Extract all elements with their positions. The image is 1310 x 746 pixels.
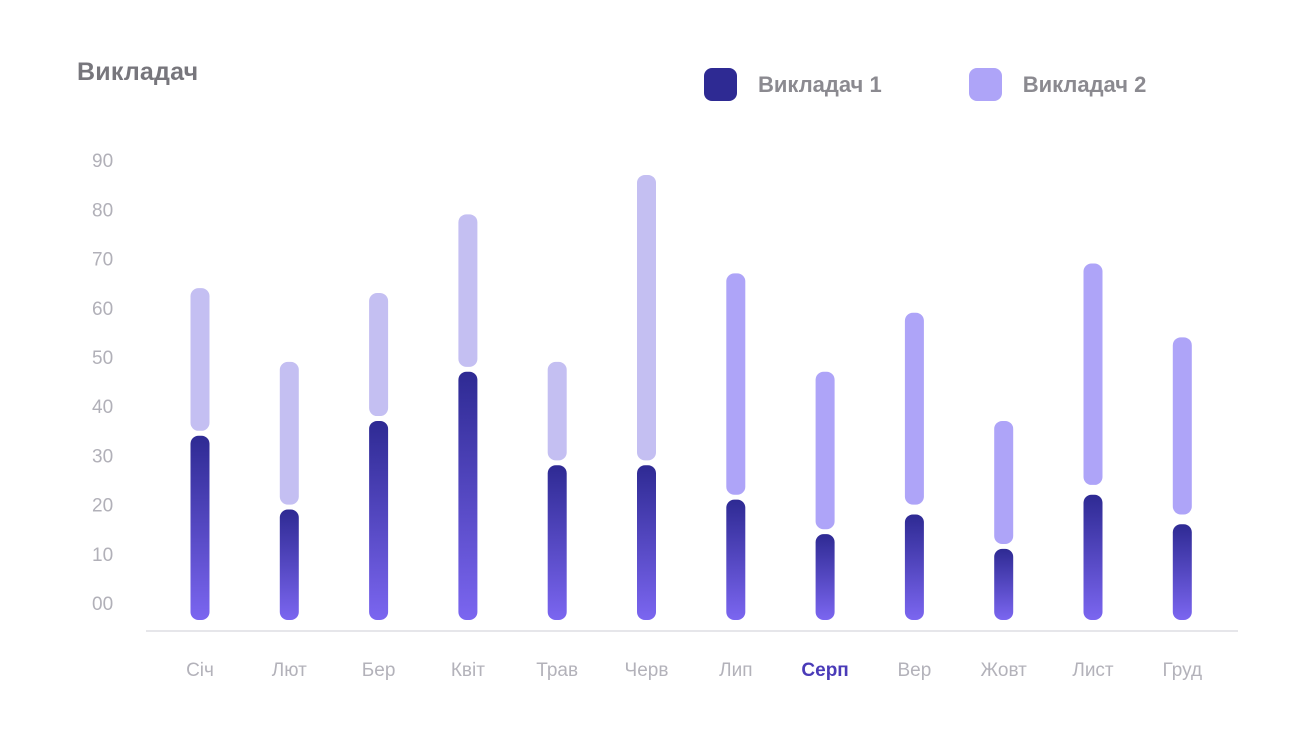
legend-label-series-1: Викладач 1 bbox=[758, 71, 882, 97]
legend-swatch-series-2 bbox=[968, 68, 1002, 101]
x-tick-label: Бер bbox=[362, 660, 396, 681]
bar-series-2 bbox=[637, 174, 656, 461]
y-tick-label: 00 bbox=[92, 594, 113, 615]
bar-series-2 bbox=[1083, 263, 1103, 485]
x-tick-label: Трав bbox=[536, 660, 578, 681]
x-tick-label: Лют bbox=[272, 660, 307, 681]
x-tick-label: Черв bbox=[625, 660, 669, 681]
x-tick-label: Вер bbox=[897, 660, 931, 681]
bar-series-2 bbox=[994, 420, 1014, 544]
bars bbox=[190, 174, 1192, 620]
x-tick-label: Серп bbox=[801, 660, 848, 681]
bar-series-1 bbox=[458, 371, 478, 620]
y-tick-label: 80 bbox=[92, 200, 113, 221]
x-tick-label: Січ bbox=[186, 660, 214, 681]
bar-series-1 bbox=[815, 534, 835, 620]
bar-series-1 bbox=[190, 435, 210, 620]
x-tick-label: Лист bbox=[1072, 660, 1114, 681]
legend-swatch-series-1 bbox=[704, 68, 737, 101]
y-tick-label: 90 bbox=[92, 151, 113, 172]
x-tick-label: Жовт bbox=[981, 660, 1028, 681]
y-axis: 00 10 20 30 40 50 60 70 80 90 bbox=[92, 151, 113, 615]
y-tick-label: 70 bbox=[92, 250, 113, 271]
bar-series-2 bbox=[190, 288, 210, 431]
x-tick-label: Груд bbox=[1163, 660, 1203, 681]
y-tick-label: 40 bbox=[92, 397, 113, 418]
y-tick-label: 20 bbox=[92, 496, 113, 517]
bar-series-2 bbox=[279, 361, 299, 505]
bar-series-2 bbox=[904, 312, 924, 505]
bar-series-1 bbox=[1172, 524, 1192, 620]
bar-series-1 bbox=[369, 420, 389, 620]
legend-item-series-2: Викладач 2 bbox=[968, 68, 1147, 101]
bar-series-2 bbox=[1172, 337, 1192, 515]
x-tick-label: Лип bbox=[719, 660, 752, 681]
bar-series-2 bbox=[458, 214, 478, 367]
bar-series-2 bbox=[369, 293, 389, 417]
legend-label-series-2: Викладач 2 bbox=[1022, 71, 1147, 97]
chart-title: Викладач bbox=[77, 58, 199, 86]
bar-series-1 bbox=[994, 548, 1014, 620]
bar-series-1 bbox=[1083, 494, 1103, 620]
bar-series-2 bbox=[547, 361, 567, 461]
y-tick-label: 10 bbox=[92, 545, 113, 566]
y-tick-label: 50 bbox=[92, 348, 113, 369]
y-tick-label: 60 bbox=[92, 299, 113, 320]
x-tick-label: Квіт bbox=[451, 660, 485, 681]
x-axis: Січ Лют Бер Квіт Трав Черв Лип Серп Вер Жовт Лист Г… bbox=[186, 660, 1202, 681]
bar-series-2 bbox=[726, 273, 746, 495]
legend: Викладач 1 Викладач 2 bbox=[704, 68, 1233, 101]
bar-series-1 bbox=[726, 499, 746, 620]
bar-series-1 bbox=[904, 514, 924, 620]
bar-series-2 bbox=[815, 371, 835, 530]
bar-series-1 bbox=[637, 465, 656, 620]
bar-series-1 bbox=[279, 509, 299, 620]
y-tick-label: 30 bbox=[92, 446, 113, 467]
bar-series-1 bbox=[547, 465, 567, 620]
legend-item-series-1: Викладач 1 bbox=[704, 68, 882, 101]
